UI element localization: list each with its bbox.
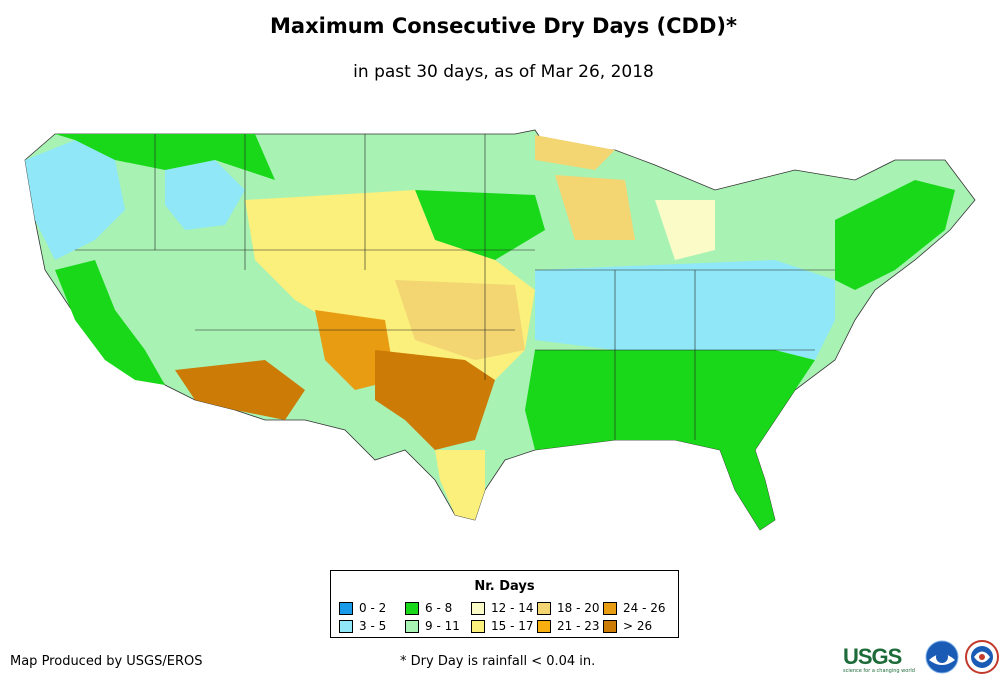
legend-grid: 0 - 2 3 - 5 6 - 8 9 - 11 12 - 14 15 - 17… <box>339 599 669 635</box>
region-florida <box>720 450 775 530</box>
legend-item: 6 - 8 <box>405 599 471 617</box>
region-michigan <box>655 200 715 260</box>
map-subtitle: in past 30 days, as of Mar 26, 2018 <box>353 62 654 82</box>
agency-logos: USGS science for a changing world <box>843 640 1003 684</box>
state-borders <box>75 134 835 440</box>
legend-swatch <box>471 619 485 633</box>
region-california <box>55 260 165 385</box>
region-minnesota <box>535 135 615 170</box>
legend-item: 0 - 2 <box>339 599 405 617</box>
usgs-tagline: science for a changing world <box>843 668 915 674</box>
region-texas-dry <box>375 350 495 450</box>
region-southeast <box>525 350 815 450</box>
region-kansas-orange <box>395 280 525 360</box>
legend-item: 3 - 5 <box>339 617 405 635</box>
usgs-logo-text: USGS <box>843 644 902 669</box>
legend-swatch <box>405 601 419 615</box>
legend-item: 12 - 14 <box>471 599 537 617</box>
legend-label: 9 - 11 <box>425 619 460 633</box>
legend-item: 24 - 26 <box>603 599 669 617</box>
legend-label: 18 - 20 <box>557 601 600 615</box>
legend-label: 21 - 23 <box>557 619 600 633</box>
legend-swatch <box>471 601 485 615</box>
region-wisconsin <box>555 175 635 240</box>
legend-label: 6 - 8 <box>425 601 453 615</box>
region-northeast <box>835 180 955 290</box>
noaa-logo-icon <box>925 640 959 674</box>
usgs-logo: USGS science for a changing world <box>843 644 917 674</box>
legend: Nr. Days 0 - 2 3 - 5 6 - 8 9 - 11 12 - 1… <box>330 570 679 638</box>
legend-label: 24 - 26 <box>623 601 666 615</box>
legend-swatch <box>537 601 551 615</box>
legend-item: 21 - 23 <box>537 617 603 635</box>
legend-label: 15 - 17 <box>491 619 534 633</box>
legend-item: 18 - 20 <box>537 599 603 617</box>
legend-item: > 26 <box>603 617 669 635</box>
region-northern-rockies <box>55 134 275 180</box>
map-title: Maximum Consecutive Dry Days (CDD)* <box>270 14 737 38</box>
us-dry-days-map <box>24 129 976 531</box>
region-dakotas-green <box>415 190 545 260</box>
credit-text: Map Produced by USGS/EROS <box>10 654 203 669</box>
legend-swatch <box>339 601 353 615</box>
legend-label: 0 - 2 <box>359 601 387 615</box>
legend-label: > 26 <box>623 619 653 633</box>
legend-swatch <box>537 619 551 633</box>
footnote-text: * Dry Day is rainfall < 0.04 in. <box>400 654 596 669</box>
region-ohio-valley <box>535 260 835 360</box>
legend-label: 3 - 5 <box>359 619 387 633</box>
region-idaho <box>165 160 245 230</box>
legend-label: 12 - 14 <box>491 601 534 615</box>
region-southwest-dry <box>175 360 305 420</box>
legend-swatch <box>405 619 419 633</box>
legend-swatch <box>603 619 617 633</box>
legend-item: 15 - 17 <box>471 617 537 635</box>
nws-logo-icon <box>965 640 999 674</box>
region-pacific-northwest <box>25 140 125 260</box>
legend-title: Nr. Days <box>474 579 535 594</box>
legend-swatch <box>339 619 353 633</box>
legend-item: 9 - 11 <box>405 617 471 635</box>
legend-swatch <box>603 601 617 615</box>
region-south-texas <box>435 450 485 520</box>
